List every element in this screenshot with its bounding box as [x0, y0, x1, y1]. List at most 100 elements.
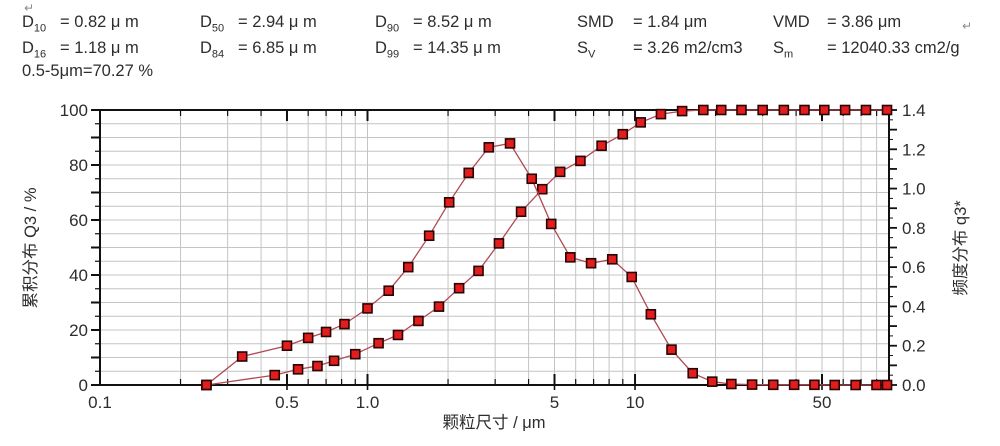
frequency-distribution-q3-marker: [302, 332, 314, 344]
svg-text:0: 0: [79, 376, 88, 395]
cumulative-distribution-Q3-marker: [676, 105, 688, 117]
cumulative-distribution-Q3-marker: [757, 104, 768, 116]
svg-text:20: 20: [69, 321, 88, 340]
frequency-distribution-q3-marker: [443, 197, 455, 208]
svg-text:1.0: 1.0: [356, 393, 380, 412]
frequency-distribution-q3-marker: [383, 285, 394, 297]
svg-text:1.4: 1.4: [902, 101, 926, 120]
svg-text:0.0: 0.0: [902, 376, 926, 395]
return-mark: ↵: [24, 1, 35, 15]
frequency-distribution-q3-marker: [767, 379, 779, 391]
x-axis-title: 颗粒尺寸 / μm: [442, 413, 545, 432]
cumulative-distribution-Q3-marker: [596, 140, 607, 152]
grid: [100, 110, 889, 385]
cumulative-distribution-Q3-marker: [736, 104, 747, 116]
stat-d50-value: = 2.94 μ m: [238, 13, 317, 31]
svg-text:0.5: 0.5: [275, 393, 299, 412]
stat-d90-value: = 8.52 μ m: [413, 13, 492, 31]
frequency-distribution-q3-marker: [871, 379, 882, 391]
return-mark: ↵: [962, 19, 973, 33]
frequency-distribution-q3-marker: [850, 379, 861, 391]
cumulative-distribution-Q3-marker: [373, 337, 384, 349]
frequency-distribution-q3-marker: [809, 379, 820, 391]
cumulative-distribution-Q3-marker: [292, 364, 304, 375]
svg-text:5: 5: [550, 393, 559, 412]
frequency-distribution-q3-marker: [402, 261, 414, 273]
frequency-distribution-q3-marker: [645, 308, 657, 320]
frequency-distribution-q3-marker: [881, 379, 893, 391]
frequency-distribution-q3-marker: [320, 326, 332, 338]
cumulative-distribution-Q3-marker: [698, 104, 709, 116]
frequency-distribution-q3-marker: [829, 379, 841, 391]
frequency-distribution-q3-marker: [726, 378, 737, 390]
frequency-distribution-q3-marker: [626, 271, 638, 283]
svg-text:50: 50: [813, 393, 832, 412]
stat-d16-value: = 1.18 μ m: [60, 39, 139, 57]
frequency-distribution-q3-curve: [201, 138, 893, 391]
cumulative-distribution-Q3-marker: [860, 104, 872, 116]
stat-d50: D50 = 2.94 μ m: [200, 13, 317, 35]
stat-d10-value: = 0.82 μ m: [60, 13, 139, 31]
cumulative-distribution-Q3-marker: [819, 104, 830, 116]
cumulative-distribution-Q3-marker: [312, 360, 323, 372]
cumulative-distribution-Q3-marker: [349, 348, 361, 360]
frequency-distribution-q3-marker: [463, 167, 475, 179]
cumulative-distribution-Q3-marker: [433, 301, 445, 312]
cumulative-distribution-Q3-marker: [453, 282, 465, 294]
svg-text:40: 40: [69, 266, 88, 285]
cumulative-distribution-Q3-marker: [554, 166, 566, 178]
frequency-distribution-q3-marker: [788, 379, 800, 391]
svg-text:0.2: 0.2: [902, 337, 926, 356]
stat-smd: SMD = 1.84 μm: [577, 13, 708, 31]
stat-d84-value: = 6.85 μ m: [238, 39, 317, 57]
cumulative-distribution-Q3-marker: [493, 238, 505, 249]
cumulative-distribution-Q3-marker: [635, 117, 646, 128]
stat-sm-value: = 12040.33 cm2/g: [827, 39, 960, 57]
stat-d10: D10 = 0.82 μ m: [22, 13, 139, 35]
stat-sm: Sm = 12040.33 cm2/g: [773, 39, 960, 61]
frequency-distribution-q3-marker: [545, 218, 557, 230]
stat-d84: D84 = 6.85 μ m: [200, 39, 317, 61]
cumulative-distribution-Q3-marker: [839, 104, 851, 116]
cumulative-distribution-Q3-marker: [655, 108, 667, 120]
y-left-axis-title: 累积分布 Q3 / %: [21, 187, 40, 308]
cumulative-distribution-Q3-marker: [328, 355, 340, 367]
stat-smd-value: = 1.84 μm: [633, 13, 708, 31]
svg-text:0.6: 0.6: [902, 258, 926, 277]
cumulative-distribution-Q3-marker: [617, 128, 629, 140]
frequency-distribution-q3-marker: [687, 367, 699, 379]
stat-vmd: VMD = 3.86 μm: [773, 13, 902, 31]
cumulative-distribution-Q3-marker: [536, 183, 548, 195]
svg-text:10: 10: [626, 393, 645, 412]
cumulative-distribution-Q3-marker: [799, 104, 810, 116]
frequency-distribution-q3-marker: [585, 257, 597, 269]
frequency-distribution-q3-marker: [706, 376, 718, 387]
stat-vmd-value: = 3.86 μm: [827, 13, 902, 31]
cumulative-distribution-Q3-marker: [392, 329, 404, 341]
frequency-distribution-q3-marker: [236, 351, 248, 362]
frequency-distribution-q3-marker: [281, 340, 293, 352]
svg-text:80: 80: [69, 156, 88, 175]
axis-ticks: [91, 109, 897, 390]
svg-text:0.8: 0.8: [902, 219, 926, 238]
stat-d99-value: = 14.35 μ m: [413, 39, 501, 57]
frequency-distribution-q3-marker: [746, 379, 758, 390]
svg-text:0.1: 0.1: [88, 393, 112, 412]
cumulative-distribution-Q3-marker: [515, 206, 527, 218]
svg-text:1.0: 1.0: [902, 180, 926, 199]
cumulative-distribution-Q3-marker: [575, 155, 586, 167]
stat-sv-value: = 3.26 m2/cm3: [633, 39, 743, 57]
cumulative-distribution-Q3-curve: [201, 104, 893, 391]
frequency-distribution-q3-marker: [504, 138, 516, 149]
frequency-distribution-q3-marker: [339, 318, 350, 330]
cumulative-distribution-Q3-marker: [881, 104, 893, 116]
stat-d99: D99 = 14.35 μ m: [375, 39, 501, 61]
svg-text:100: 100: [60, 101, 88, 120]
cumulative-distribution-Q3-marker: [473, 265, 484, 277]
frequency-distribution-q3-marker: [362, 303, 373, 314]
fraction-0-5-to-5um: 0.5-5μm=70.27 %: [22, 62, 154, 80]
frequency-distribution-q3-marker: [483, 142, 495, 153]
svg-text:1.2: 1.2: [902, 140, 926, 159]
